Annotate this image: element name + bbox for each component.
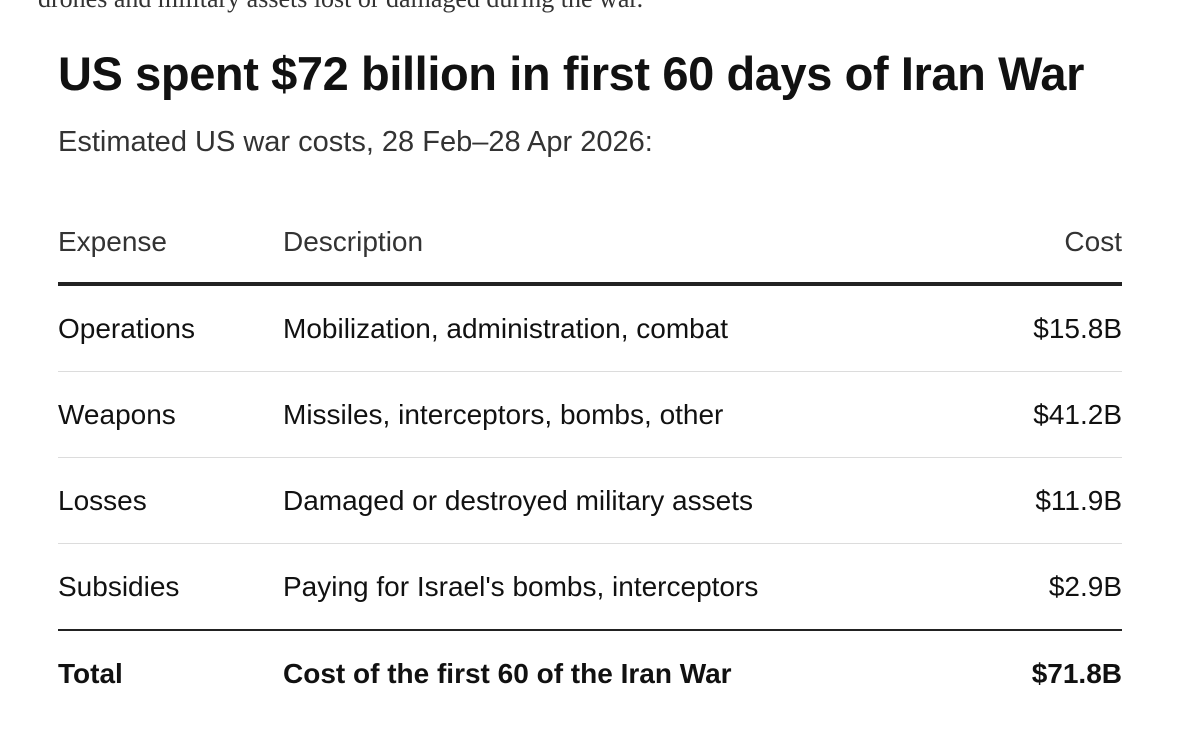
row-cost: $15.8B <box>1033 312 1122 344</box>
column-header-description: Description <box>283 226 424 257</box>
total-label: Total <box>58 657 123 689</box>
row-cost: $41.2B <box>1033 398 1122 430</box>
row-expense: Operations <box>58 312 195 344</box>
column-header-cost: Cost <box>1064 226 1122 257</box>
row-expense: Subsidies <box>58 570 180 602</box>
table-row-losses: Losses Damaged or destroyed military ass… <box>58 458 1122 544</box>
cut-off-caption: drones and military assets lost or damag… <box>38 0 643 14</box>
total-description: Cost of the first 60 of the Iran War <box>283 657 732 689</box>
row-description: Mobilization, administration, combat <box>283 312 729 344</box>
cost-table: Expense Description Cost Operations Mobi… <box>58 202 1122 716</box>
page-title: US spent $72 billion in first 60 days of… <box>58 47 1084 100</box>
table-row-operations: Operations Mobilization, administration,… <box>58 286 1122 372</box>
row-description: Damaged or destroyed military assets <box>283 484 753 516</box>
table-total-row: Total Cost of the first 60 of the Iran W… <box>58 631 1122 716</box>
column-header-expense: Expense <box>58 226 167 257</box>
table-row-subsidies: Subsidies Paying for Israel's bombs, int… <box>58 544 1122 631</box>
row-description: Paying for Israel's bombs, interceptors <box>283 570 759 602</box>
row-cost: $2.9B <box>1048 570 1122 602</box>
total-cost: $71.8B <box>1031 657 1122 689</box>
row-expense: Weapons <box>58 398 176 430</box>
table-header-row: Expense Description Cost <box>58 202 1122 286</box>
row-description: Missiles, interceptors, bombs, other <box>283 398 724 430</box>
row-cost: $11.9B <box>1035 484 1122 516</box>
page-subtitle: Estimated US war costs, 28 Feb–28 Apr 20… <box>58 126 653 158</box>
row-expense: Losses <box>58 484 147 516</box>
table-row-weapons: Weapons Missiles, interceptors, bombs, o… <box>58 372 1122 458</box>
